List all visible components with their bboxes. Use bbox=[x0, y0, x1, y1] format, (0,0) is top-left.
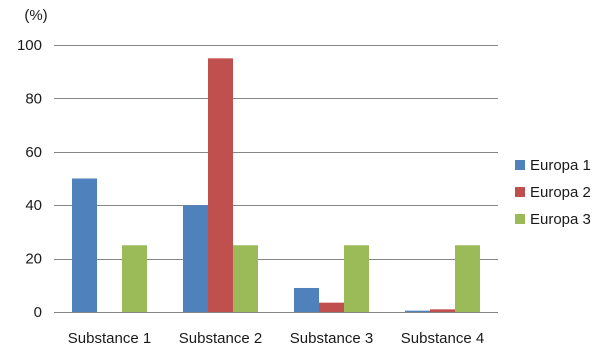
legend: Europa 1 Europa 2 Europa 3 bbox=[515, 157, 591, 228]
legend-label: Europa 2 bbox=[530, 184, 591, 201]
bar-europa-1-substance-1 bbox=[72, 178, 97, 312]
x-tick-label: Substance 3 bbox=[290, 330, 373, 347]
x-tick-label: Substance 1 bbox=[68, 330, 151, 347]
y-tick-label: 80 bbox=[25, 90, 42, 107]
bar-europa-3-substance-4 bbox=[455, 245, 480, 312]
y-tick-label: 20 bbox=[25, 251, 42, 268]
bar-europa-3-substance-1 bbox=[122, 245, 147, 312]
y-axis-unit-label: (%) bbox=[24, 7, 47, 24]
y-tick-label: 40 bbox=[25, 197, 42, 214]
bar-europa-1-substance-4 bbox=[405, 310, 430, 312]
y-tick-label: 60 bbox=[25, 144, 42, 161]
y-tick-label: 0 bbox=[34, 304, 42, 321]
legend-label: Europa 1 bbox=[530, 157, 591, 174]
legend-swatch-europa-2 bbox=[515, 187, 525, 197]
x-tick-label: Substance 4 bbox=[401, 330, 484, 347]
bar-europa-1-substance-2 bbox=[183, 205, 208, 312]
bar-europa-2-substance-4 bbox=[430, 309, 455, 312]
x-tick-label: Substance 2 bbox=[179, 330, 262, 347]
x-axis-tick-labels: Substance 1 Substance 2 Substance 3 Substan… bbox=[68, 330, 484, 347]
bars bbox=[54, 58, 498, 313]
gridlines bbox=[54, 45, 498, 313]
bar-europa-2-substance-2 bbox=[208, 58, 233, 312]
bar-europa-2-substance-3 bbox=[319, 302, 344, 312]
legend-label: Europa 3 bbox=[530, 211, 591, 228]
legend-swatch-europa-1 bbox=[515, 160, 525, 170]
legend-swatch-europa-3 bbox=[515, 214, 525, 224]
bar-europa-3-substance-2 bbox=[233, 245, 258, 312]
bar-europa-1-substance-3 bbox=[294, 287, 319, 312]
y-tick-label: 100 bbox=[17, 37, 42, 54]
y-axis-tick-labels: 0 20 40 60 80 100 bbox=[17, 37, 42, 321]
bar-europa-3-substance-3 bbox=[344, 245, 369, 312]
